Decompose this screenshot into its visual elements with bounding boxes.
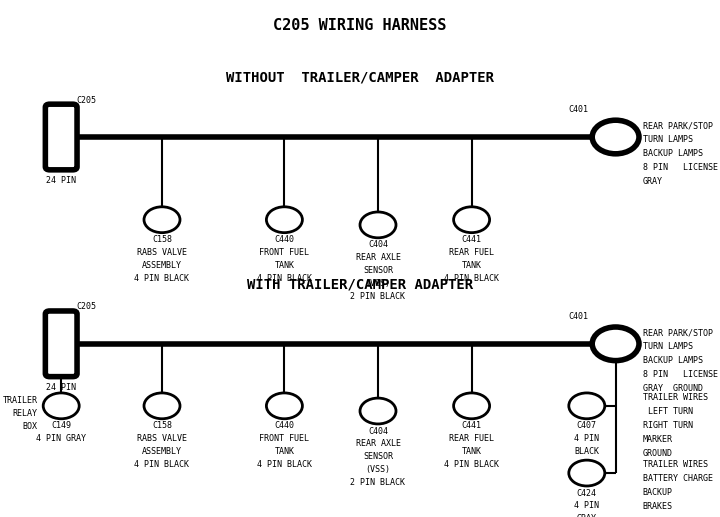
Circle shape	[593, 120, 639, 154]
Text: WITH TRAILER/CAMPER ADAPTER: WITH TRAILER/CAMPER ADAPTER	[247, 277, 473, 292]
Text: BLACK: BLACK	[575, 447, 599, 456]
Text: 4 PIN BLACK: 4 PIN BLACK	[257, 274, 312, 283]
Text: TRAILER WIRES: TRAILER WIRES	[643, 393, 708, 402]
Text: RABS VALVE: RABS VALVE	[137, 248, 187, 257]
Text: BOX: BOX	[22, 422, 37, 431]
Text: 24 PIN: 24 PIN	[46, 176, 76, 185]
Text: GRAY  GROUND: GRAY GROUND	[643, 384, 703, 393]
Circle shape	[266, 207, 302, 233]
Text: REAR FUEL: REAR FUEL	[449, 248, 494, 257]
Text: REAR AXLE: REAR AXLE	[356, 253, 400, 262]
Text: 4 PIN BLACK: 4 PIN BLACK	[444, 460, 499, 469]
Circle shape	[266, 393, 302, 419]
Text: MARKER: MARKER	[643, 435, 672, 444]
Text: REAR PARK/STOP: REAR PARK/STOP	[643, 121, 713, 130]
Text: REAR FUEL: REAR FUEL	[449, 434, 494, 443]
Text: C401: C401	[569, 105, 589, 114]
Text: ASSEMBLY: ASSEMBLY	[142, 261, 182, 270]
Text: C404: C404	[368, 240, 388, 249]
Text: TURN LAMPS: TURN LAMPS	[643, 135, 693, 144]
Text: TANK: TANK	[462, 447, 482, 456]
Circle shape	[360, 212, 396, 238]
Text: 8 PIN   LICENSE LAMPS: 8 PIN LICENSE LAMPS	[643, 163, 720, 172]
Text: LEFT TURN: LEFT TURN	[643, 407, 693, 416]
Text: RABS VALVE: RABS VALVE	[137, 434, 187, 443]
Circle shape	[569, 460, 605, 486]
Text: C404: C404	[368, 427, 388, 435]
Text: 4 PIN BLACK: 4 PIN BLACK	[135, 460, 189, 469]
Text: (VSS): (VSS)	[366, 279, 390, 288]
Circle shape	[360, 398, 396, 424]
Text: ASSEMBLY: ASSEMBLY	[142, 447, 182, 456]
Text: BATTERY CHARGE: BATTERY CHARGE	[643, 474, 713, 483]
Text: WITHOUT  TRAILER/CAMPER  ADAPTER: WITHOUT TRAILER/CAMPER ADAPTER	[226, 70, 494, 85]
Text: TRAILER WIRES: TRAILER WIRES	[643, 460, 708, 469]
Text: BACKUP LAMPS: BACKUP LAMPS	[643, 149, 703, 158]
Text: 8 PIN   LICENSE LAMPS: 8 PIN LICENSE LAMPS	[643, 370, 720, 379]
Text: C205 WIRING HARNESS: C205 WIRING HARNESS	[274, 18, 446, 33]
Circle shape	[43, 393, 79, 419]
Text: SENSOR: SENSOR	[363, 452, 393, 461]
Text: C440: C440	[274, 235, 294, 244]
Text: BACKUP: BACKUP	[643, 488, 672, 497]
Text: GRAY: GRAY	[577, 514, 597, 517]
Text: C158: C158	[152, 421, 172, 430]
Circle shape	[454, 393, 490, 419]
Text: GRAY: GRAY	[643, 177, 662, 186]
Text: GROUND: GROUND	[643, 449, 672, 458]
Text: 2 PIN BLACK: 2 PIN BLACK	[351, 478, 405, 487]
Text: REAR AXLE: REAR AXLE	[356, 439, 400, 448]
Text: BRAKES: BRAKES	[643, 502, 672, 511]
FancyBboxPatch shape	[45, 104, 77, 170]
Text: RIGHT TURN: RIGHT TURN	[643, 421, 693, 430]
FancyBboxPatch shape	[45, 311, 77, 376]
Text: TANK: TANK	[462, 261, 482, 270]
Circle shape	[593, 327, 639, 361]
Text: 24 PIN: 24 PIN	[46, 383, 76, 392]
Text: C407: C407	[577, 421, 597, 430]
Text: C441: C441	[462, 235, 482, 244]
Text: TURN LAMPS: TURN LAMPS	[643, 342, 693, 351]
Text: RELAY: RELAY	[12, 409, 37, 418]
Text: 4 PIN BLACK: 4 PIN BLACK	[444, 274, 499, 283]
Text: BACKUP LAMPS: BACKUP LAMPS	[643, 356, 703, 365]
Text: C158: C158	[152, 235, 172, 244]
Text: FRONT FUEL: FRONT FUEL	[259, 248, 310, 257]
Text: 4 PIN GRAY: 4 PIN GRAY	[36, 434, 86, 443]
Text: 4 PIN: 4 PIN	[575, 501, 599, 510]
Text: C205: C205	[76, 302, 96, 311]
Text: C441: C441	[462, 421, 482, 430]
Text: FRONT FUEL: FRONT FUEL	[259, 434, 310, 443]
Text: C205: C205	[76, 96, 96, 104]
Text: C440: C440	[274, 421, 294, 430]
Circle shape	[144, 393, 180, 419]
Circle shape	[454, 207, 490, 233]
Text: 4 PIN BLACK: 4 PIN BLACK	[135, 274, 189, 283]
Text: C149: C149	[51, 421, 71, 430]
Text: C401: C401	[569, 312, 589, 321]
Text: (VSS): (VSS)	[366, 465, 390, 474]
Text: 4 PIN: 4 PIN	[575, 434, 599, 443]
Circle shape	[144, 207, 180, 233]
Text: 4 PIN BLACK: 4 PIN BLACK	[257, 460, 312, 469]
Circle shape	[569, 393, 605, 419]
Text: SENSOR: SENSOR	[363, 266, 393, 275]
Text: C424: C424	[577, 489, 597, 497]
Text: TANK: TANK	[274, 261, 294, 270]
Text: TANK: TANK	[274, 447, 294, 456]
Text: TRAILER: TRAILER	[2, 396, 37, 404]
Text: REAR PARK/STOP: REAR PARK/STOP	[643, 328, 713, 337]
Text: 2 PIN BLACK: 2 PIN BLACK	[351, 292, 405, 301]
